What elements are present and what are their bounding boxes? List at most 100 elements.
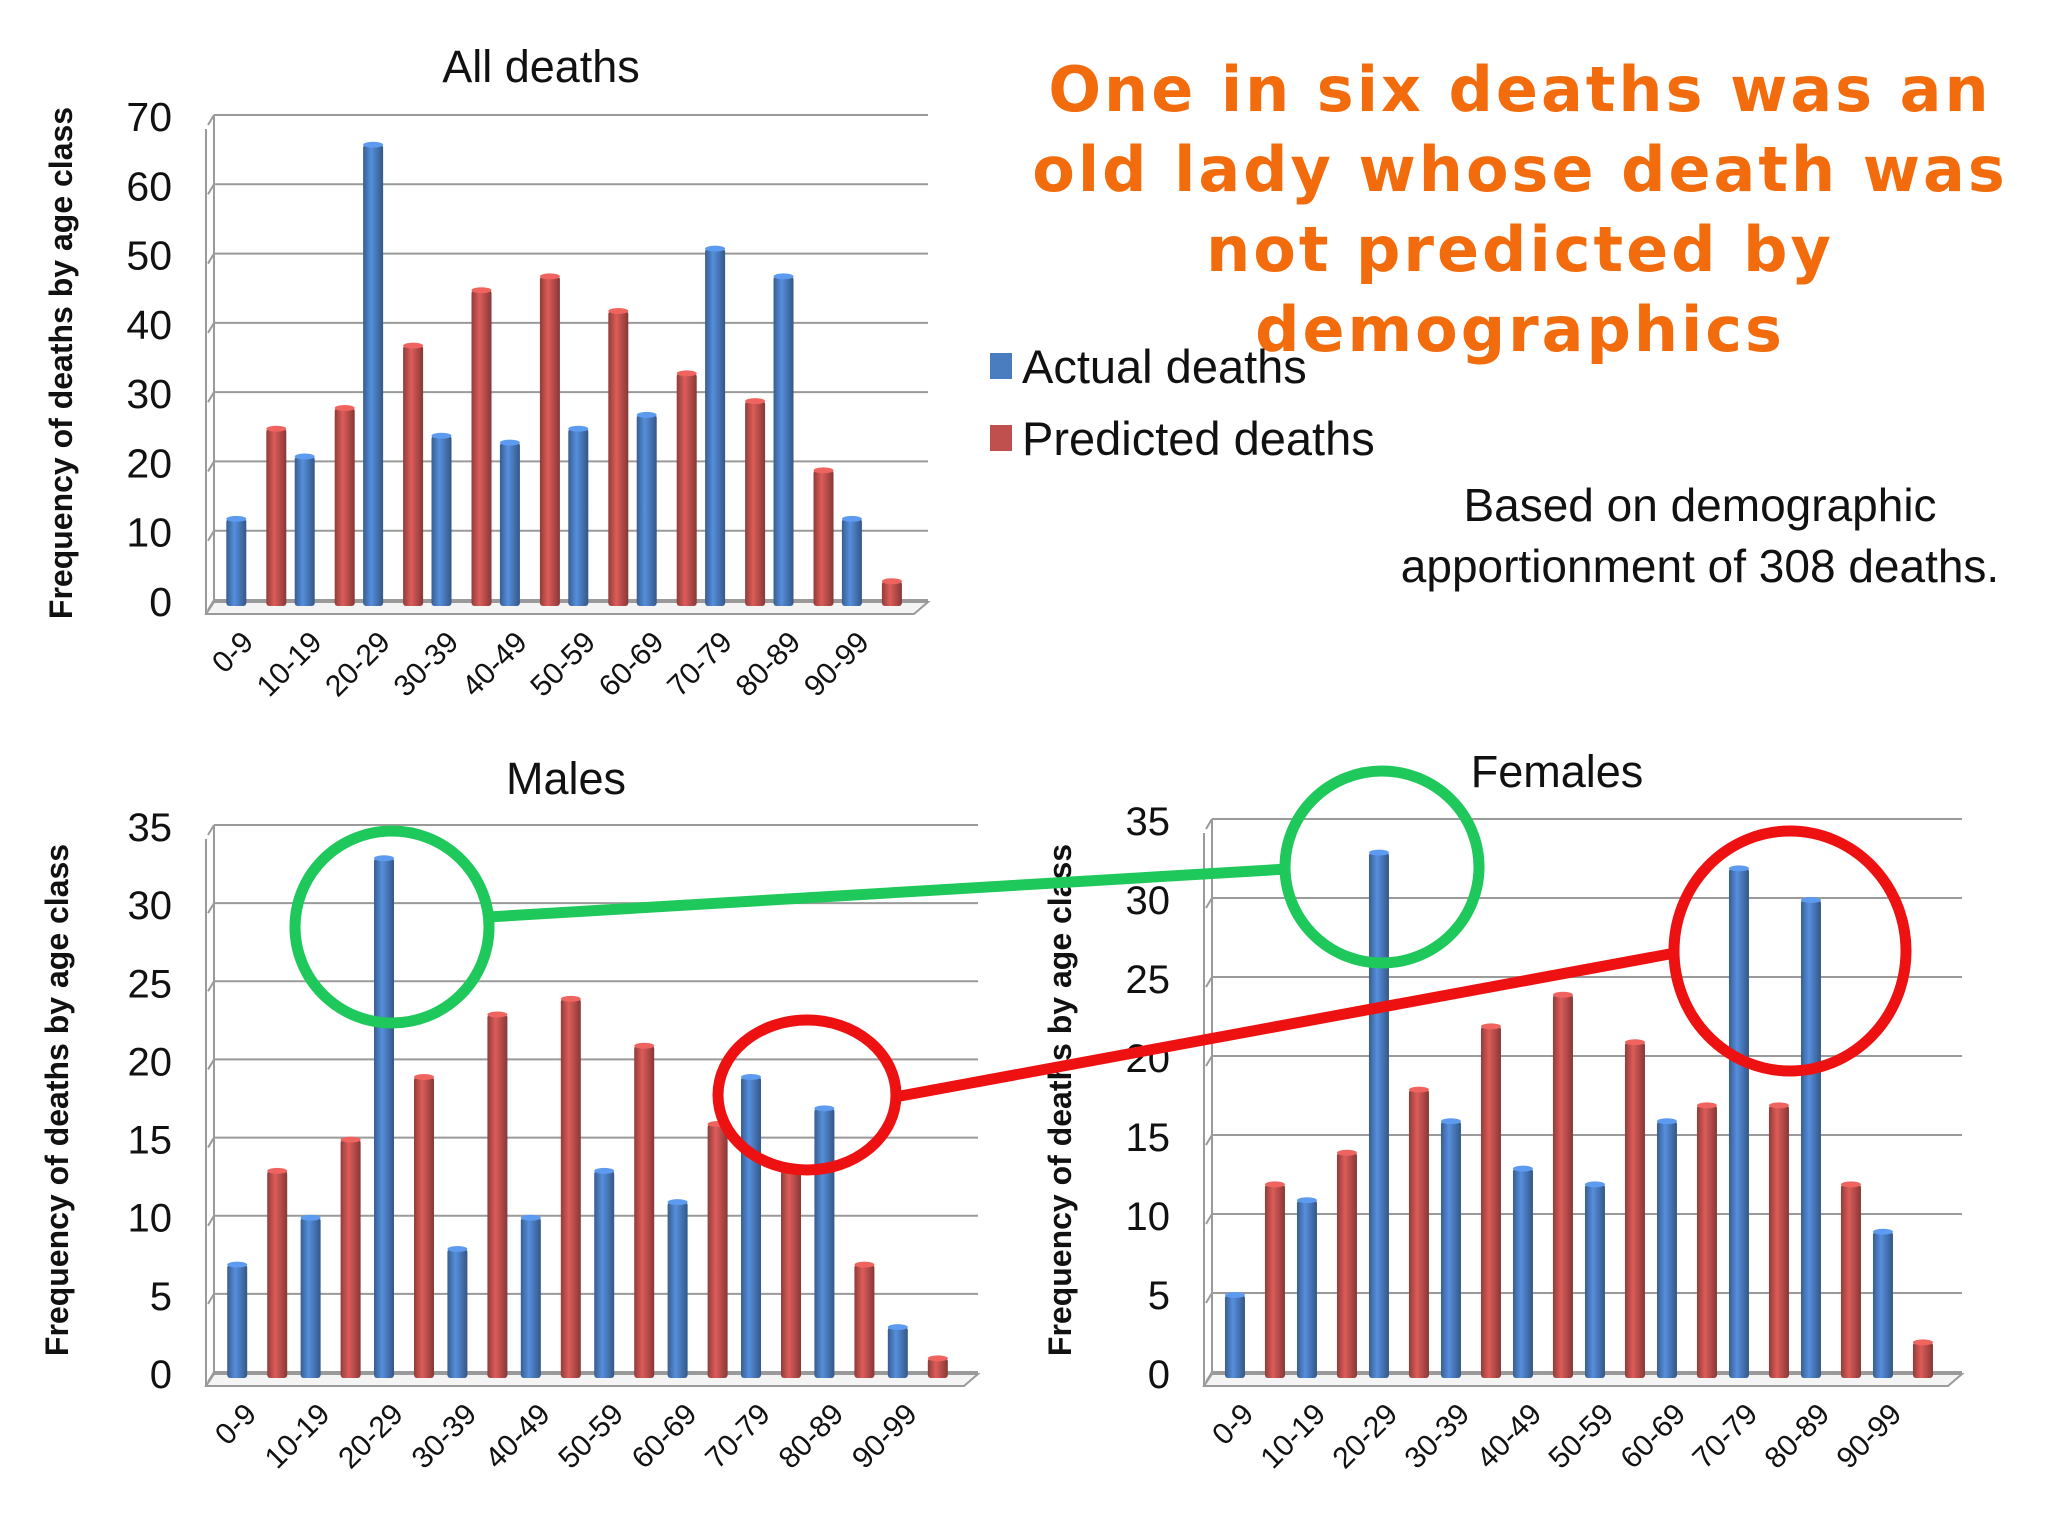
bar-top-actual-40-49 [499,439,520,446]
bar-predicted-60-69 [707,1123,728,1378]
x-tick-label: 40-49 [1471,1398,1549,1476]
legend-label-actual: Actual deaths [1022,339,1307,393]
bar-actual-30-39 [431,435,452,606]
bar-predicted-80-89 [1840,1184,1861,1378]
y-tick-label: 20 [126,440,172,486]
bar-predicted-60-69 [1696,1105,1717,1378]
connector-green [487,863,1288,923]
y-tick-label: 35 [1126,800,1171,844]
bar-actual-90-99 [887,1327,908,1378]
y-tick-label: 10 [1126,1195,1171,1239]
chart-title: Males [506,753,626,804]
y-tick-label: 5 [150,1275,172,1319]
bar-actual-80-89 [1800,900,1821,1378]
bar-top-actual-0-9 [227,1261,248,1268]
y-tick-label: 40 [126,302,172,348]
bar-actual-50-59 [568,428,589,606]
bar-actual-70-79 [705,248,726,606]
bar-top-actual-0-9 [1224,1292,1245,1298]
x-tick-label: 70-79 [1687,1398,1765,1476]
bar-top-predicted-30-39 [1480,1023,1501,1030]
bar-predicted-70-79 [781,1170,802,1378]
bar-predicted-90-99 [927,1358,948,1378]
bar-actual-20-29 [374,858,395,1378]
bar-top-predicted-0-9 [1264,1181,1285,1188]
bar-predicted-20-29 [403,345,424,606]
x-tick-label: 90-99 [798,626,876,704]
bar-top-actual-90-99 [887,1324,908,1331]
bar-actual-40-49 [499,442,520,606]
legend-item-actual: Actual deaths [990,330,1375,402]
bar-top-predicted-30-39 [487,1011,508,1018]
x-tick-label: 70-79 [699,1398,777,1476]
bar-top-predicted-40-49 [539,273,560,280]
bar-actual-10-19 [294,456,315,606]
y-tick-label: 15 [128,1119,173,1163]
bar-top-actual-90-99 [1872,1228,1893,1235]
bar-actual-30-39 [1440,1121,1461,1378]
bar-actual-90-99 [1872,1231,1893,1378]
bar-top-predicted-30-39 [471,287,492,294]
bar-actual-80-89 [814,1108,835,1378]
x-tick-label: 30-39 [406,1398,484,1476]
x-tick-label: 80-89 [1759,1398,1837,1476]
bar-top-predicted-0-9 [267,1167,288,1174]
bar-top-predicted-50-59 [608,308,629,314]
bar-top-predicted-50-59 [1624,1039,1645,1046]
bar-top-actual-30-39 [447,1245,468,1252]
x-tick-label: 60-69 [1615,1398,1693,1476]
bar-top-actual-30-39 [431,432,452,439]
connector-red [894,947,1676,1103]
bar-top-predicted-20-29 [1408,1086,1429,1093]
x-tick-label: 0-9 [209,1398,263,1452]
legend-swatch-predicted [990,425,1012,451]
chart-females: 051015202530350-910-1920-2930-3940-4950-… [1042,746,1965,1476]
x-tick-label: 50-59 [1543,1398,1621,1476]
bar-actual-50-59 [1584,1184,1605,1378]
x-tick-label: 10-19 [1255,1398,1333,1476]
bar-predicted-30-39 [487,1014,508,1378]
bar-actual-70-79 [741,1077,762,1378]
y-tick-label: 30 [126,371,172,417]
y-tick-label: 25 [128,962,173,1006]
bar-top-actual-50-59 [1584,1181,1605,1188]
bar-actual-40-49 [520,1217,541,1378]
bar-top-actual-70-79 [1728,865,1749,872]
bar-top-actual-50-59 [594,1167,615,1174]
bar-predicted-20-29 [1408,1089,1429,1378]
x-tick-label: 40-49 [456,626,534,704]
headline: One in six deaths was an old lady whose … [1032,53,2008,366]
bar-top-actual-80-89 [1800,897,1821,903]
bar-actual-40-49 [1512,1168,1533,1378]
bar-actual-90-99 [841,518,862,606]
bar-actual-0-9 [227,1264,248,1378]
x-tick-label: 60-69 [626,1398,704,1476]
x-tick-label: 0-9 [206,626,260,680]
x-tick-label: 0-9 [1206,1398,1260,1452]
x-tick-label: 20-29 [332,1398,410,1476]
bar-actual-20-29 [1368,852,1389,1378]
bar-actual-20-29 [363,144,384,606]
bar-top-actual-10-19 [300,1214,321,1221]
bar-actual-30-39 [447,1248,468,1378]
bar-top-predicted-40-49 [1552,991,1573,998]
bar-top-predicted-20-29 [403,342,424,349]
bar-top-actual-20-29 [374,855,395,862]
legend-item-predicted: Predicted deaths [990,402,1375,474]
bar-top-actual-10-19 [1296,1197,1317,1204]
chart-title: All deaths [442,41,640,92]
bar-top-actual-70-79 [705,245,726,252]
bar-predicted-70-79 [745,401,766,606]
x-tick-label: 30-39 [388,626,466,704]
bar-actual-60-69 [667,1202,688,1378]
bar-top-predicted-80-89 [813,467,834,474]
bar-actual-70-79 [1728,868,1749,1378]
y-tick-label: 0 [149,579,172,625]
y-tick-label: 15 [1126,1116,1171,1160]
bar-top-actual-60-69 [636,411,657,418]
bar-top-actual-50-59 [568,425,589,432]
bar-top-predicted-0-9 [266,425,287,432]
bar-predicted-50-59 [634,1045,655,1378]
bar-top-actual-40-49 [520,1214,541,1221]
